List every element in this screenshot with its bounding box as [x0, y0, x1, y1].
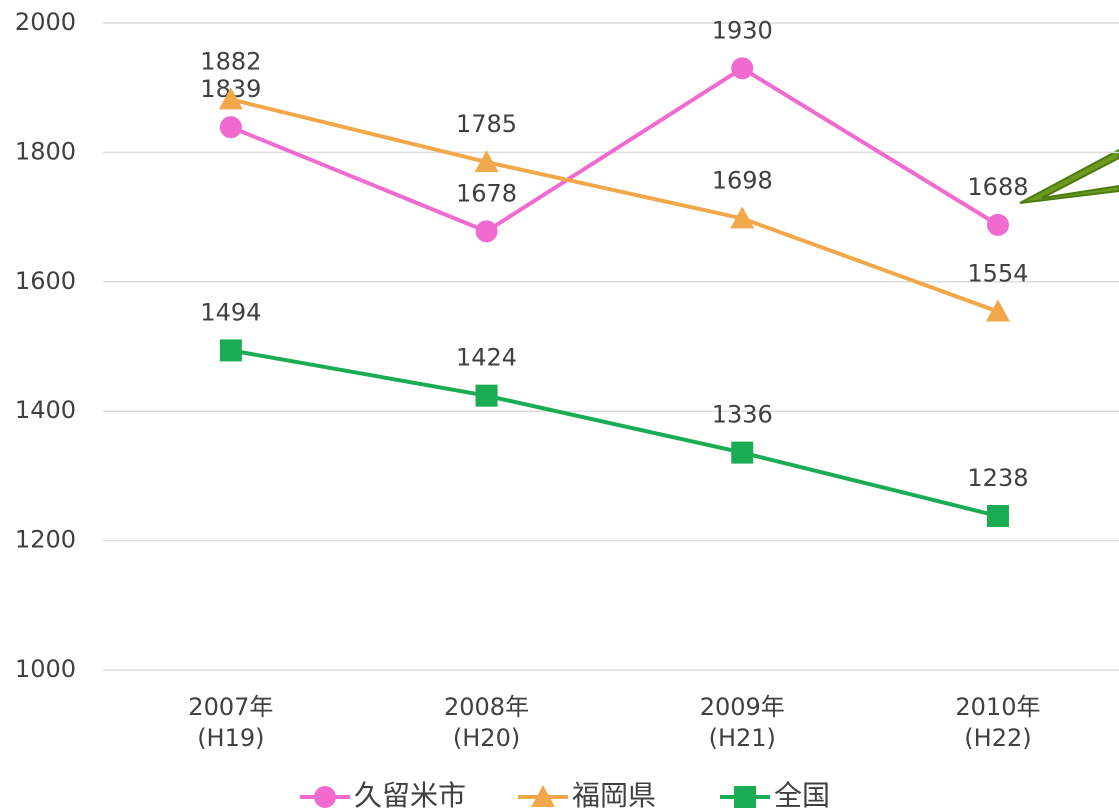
data-point — [730, 206, 755, 229]
data-point — [986, 213, 1009, 236]
data-label: 1930 — [712, 16, 773, 44]
series-line — [230, 348, 999, 518]
data-label: 1698 — [712, 166, 773, 194]
data-point — [986, 505, 1009, 528]
y-tick-label: 1400 — [15, 396, 76, 424]
data-label: 1678 — [456, 179, 517, 207]
data-point — [474, 150, 499, 173]
data-point — [731, 441, 754, 464]
y-tick-label: 1800 — [15, 137, 76, 165]
y-tick-label: 1200 — [15, 526, 76, 554]
legend-label: 福岡県 — [572, 779, 656, 812]
x-tick-sublabel: (H22) — [964, 724, 1031, 752]
legend-marker — [314, 786, 336, 808]
x-tick-label: 2009年 — [700, 693, 785, 721]
data-label: 1554 — [967, 260, 1028, 288]
x-tick-label: 2008年 — [444, 693, 529, 721]
data-label: 1688 — [967, 173, 1028, 201]
data-point — [475, 384, 498, 407]
grid — [103, 22, 1119, 671]
y-tick-label: 1000 — [15, 655, 76, 683]
data-label: 1238 — [967, 464, 1028, 492]
data-label: 1336 — [712, 401, 773, 429]
callout-pointer — [1019, 148, 1119, 204]
legend-item: 全国 — [720, 779, 830, 812]
legend-label: 久留米市 — [354, 779, 466, 812]
y-tick-label: 2000 — [15, 8, 76, 36]
x-tick-sublabel: (H20) — [453, 724, 520, 752]
series-line — [230, 97, 999, 314]
legend-label: 全国 — [774, 779, 830, 812]
x-tick-label: 2007年 — [188, 693, 273, 721]
y-tick-label: 1600 — [15, 267, 76, 295]
x-tick-sublabel: (H21) — [709, 724, 776, 752]
data-point — [731, 57, 754, 80]
legend-item: 久留米市 — [300, 779, 466, 812]
data-label: 1785 — [456, 110, 517, 138]
data-point — [985, 299, 1010, 322]
x-tick-sublabel: (H19) — [197, 724, 264, 752]
data-label: 1424 — [456, 344, 517, 372]
data-point — [219, 116, 242, 139]
legend-item: 福岡県 — [518, 779, 656, 812]
data-point — [218, 87, 243, 110]
data-label: 1882 — [200, 47, 261, 75]
x-tick-label: 2010年 — [955, 693, 1040, 721]
legend-marker — [531, 785, 555, 807]
data-label: 1494 — [200, 298, 261, 326]
legend-marker — [734, 786, 756, 808]
data-point — [219, 339, 242, 362]
data-point — [475, 220, 498, 243]
series-line — [230, 65, 999, 234]
